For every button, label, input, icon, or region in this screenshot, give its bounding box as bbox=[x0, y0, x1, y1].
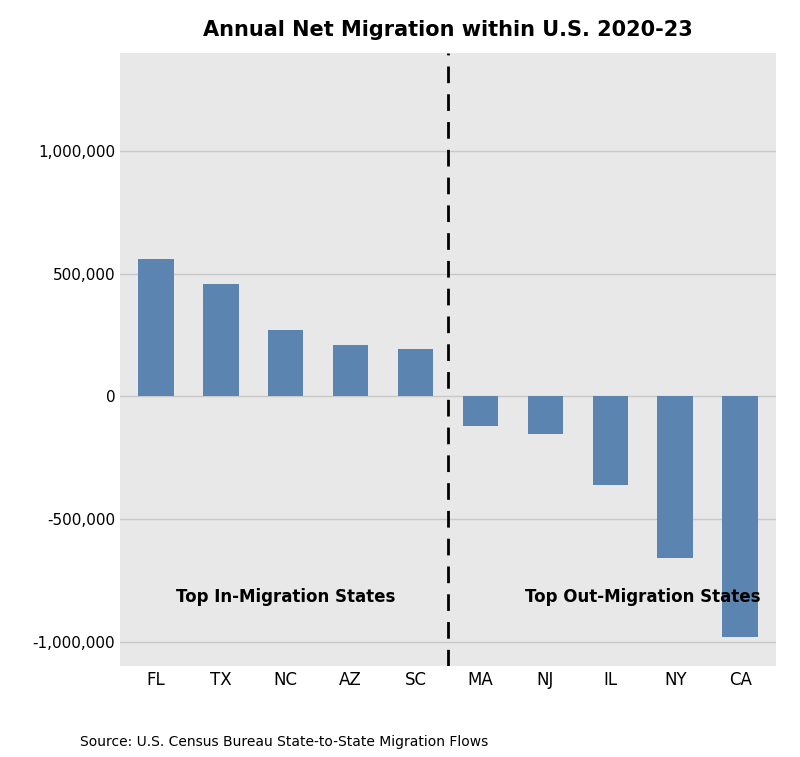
Bar bbox=[593, 397, 628, 484]
Text: Top In-Migration States: Top In-Migration States bbox=[176, 588, 395, 606]
Bar bbox=[527, 397, 563, 435]
Bar bbox=[398, 348, 434, 397]
Bar bbox=[203, 284, 238, 397]
Bar bbox=[268, 330, 303, 397]
Bar bbox=[138, 259, 174, 397]
Title: Annual Net Migration within U.S. 2020-23: Annual Net Migration within U.S. 2020-23 bbox=[203, 20, 693, 40]
Bar bbox=[658, 397, 693, 558]
Bar bbox=[722, 397, 758, 637]
Bar bbox=[462, 397, 498, 425]
Text: Source: U.S. Census Bureau State-to-State Migration Flows: Source: U.S. Census Bureau State-to-Stat… bbox=[80, 734, 488, 749]
Bar bbox=[333, 345, 369, 397]
Text: Top Out-Migration States: Top Out-Migration States bbox=[525, 588, 761, 606]
